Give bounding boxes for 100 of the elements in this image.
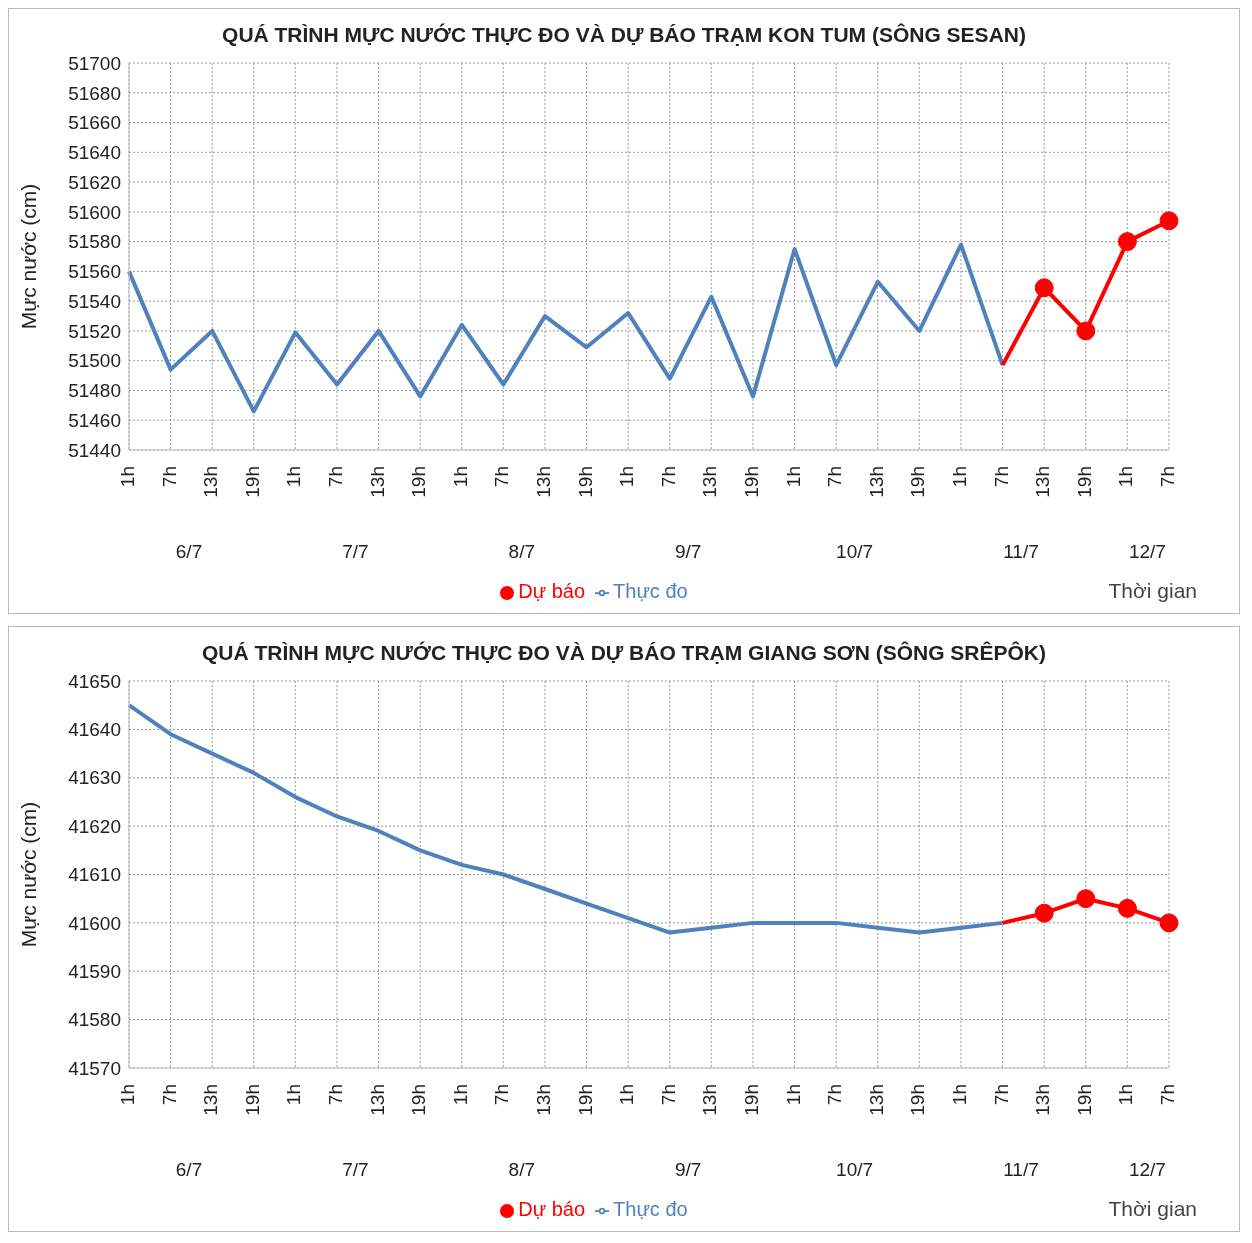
- x-tick-label: 7h: [824, 1084, 846, 1106]
- point: [1034, 903, 1054, 923]
- chart-title: QUÁ TRÌNH MỰC NƯỚC THỰC ĐO VÀ DỰ BÁO TRẠM KON TUM (SÔNG SESAN): [221, 22, 1027, 48]
- x-tick-label: 19h: [741, 466, 762, 498]
- x-tick-label: 7h: [491, 1084, 513, 1106]
- y-tick-label: 51560: [68, 261, 121, 283]
- y-tick-label: 41650: [68, 670, 121, 692]
- text: 10/7: [836, 541, 874, 562]
- x-tick-label: 19h: [574, 466, 596, 498]
- x-tick-label: 19h: [241, 466, 263, 498]
- text: 11/7: [1003, 1159, 1039, 1180]
- legend-label: Thực đo: [613, 580, 688, 602]
- y-tick-label: 41570: [68, 1057, 121, 1079]
- x-tick-label: 13h: [1032, 1084, 1054, 1116]
- x-tick-label: 19h: [574, 1084, 596, 1116]
- text: 9/7: [674, 541, 702, 562]
- line-series: [127, 242, 1005, 414]
- y-tick-label: 41630: [68, 767, 121, 789]
- x-tick-label: 1h: [782, 466, 804, 488]
- y-axis-title: Mực nước (cm): [17, 183, 41, 330]
- x-tick-label: 1h: [283, 1084, 305, 1106]
- x-tick-label: 13h: [865, 1084, 887, 1116]
- x-tick-label: 1h: [616, 1084, 638, 1106]
- text: 12/7: [1128, 1159, 1166, 1180]
- y-tick-label: 41600: [68, 912, 121, 934]
- x-tick-label: 7h: [657, 1084, 679, 1106]
- y-tick-label: 51640: [68, 142, 121, 164]
- y-tick-label: 51700: [68, 52, 121, 74]
- x-tick-label: 13h: [1032, 466, 1054, 498]
- point: [1076, 321, 1096, 341]
- x-tick-label: 13h: [699, 1084, 721, 1116]
- x-tick-label: 13h: [366, 1084, 388, 1116]
- chart-title: QUÁ TRÌNH MỰC NƯỚC THỰC ĐO VÀ DỰ BÁO TRẠM GIANG SƠN (SÔNG SRÊPÔK): [201, 640, 1047, 666]
- x-tick-label: 7h: [325, 466, 346, 488]
- x-tick-label: 7h: [657, 466, 679, 488]
- x-tick-label: 1h: [117, 466, 138, 488]
- x-tick-label: 7h: [990, 1084, 1012, 1106]
- x-tick-label: 13h: [699, 466, 721, 498]
- x-axis-title: Thời gian: [1108, 1197, 1197, 1221]
- point: [1159, 913, 1179, 933]
- point: [1117, 232, 1137, 252]
- x-tick-label: 19h: [408, 1084, 430, 1116]
- x-tick-label: 7h: [158, 466, 180, 488]
- x-tick-label: 1h: [782, 1084, 804, 1106]
- text: 7/7: [342, 541, 369, 562]
- x-tick-label: 13h: [533, 466, 554, 498]
- x-tick-label: 1h: [949, 1084, 970, 1106]
- point: [1117, 898, 1137, 918]
- text: 10/7: [836, 1159, 874, 1180]
- x-tick-label: 7h: [491, 466, 513, 488]
- x-axis-title: Thời gian: [1108, 579, 1197, 603]
- y-tick-label: 51440: [68, 439, 121, 461]
- text: 8/7: [508, 1159, 536, 1180]
- y-tick-label: 51600: [68, 201, 121, 223]
- y-tick-label: 51540: [68, 290, 121, 312]
- x-tick-label: 19h: [1073, 466, 1095, 498]
- x-tick-label: 1h: [117, 1084, 138, 1106]
- legend-label: Dự báo: [518, 580, 586, 602]
- x-tick-label: 1h: [616, 466, 638, 488]
- y-tick-label: 41620: [68, 815, 121, 837]
- x-tick-label: 7h: [824, 466, 846, 488]
- point: [1034, 278, 1054, 298]
- x-tick-label: 1h: [449, 466, 471, 488]
- legend-label: Thực đo: [613, 1198, 688, 1220]
- text: 6/7: [175, 541, 203, 562]
- x-tick-label: 13h: [200, 1084, 222, 1116]
- text: 11/7: [1003, 541, 1039, 562]
- y-tick-label: 51480: [68, 380, 121, 402]
- y-tick-label: 41640: [68, 719, 121, 741]
- legend-label: Dự báo: [518, 1198, 586, 1220]
- x-tick-label: 19h: [1073, 1084, 1095, 1116]
- x-tick-label: 13h: [533, 1084, 554, 1116]
- point: [1159, 211, 1179, 231]
- x-tick-label: 1h: [1115, 1084, 1137, 1106]
- y-tick-label: 51620: [68, 171, 121, 193]
- line-series: [127, 703, 1005, 935]
- y-tick-label: 51680: [68, 82, 121, 104]
- x-tick-label: 7h: [1157, 466, 1178, 488]
- x-tick-label: 7h: [158, 1084, 180, 1106]
- x-tick-label: 7h: [325, 1084, 346, 1106]
- y-axis-title: Mực nước (cm): [17, 801, 41, 948]
- x-tick-label: 19h: [241, 1084, 263, 1116]
- y-tick-label: 41580: [68, 1009, 121, 1031]
- text: 6/7: [175, 1159, 203, 1180]
- y-tick-label: 51500: [68, 350, 121, 372]
- x-tick-label: 1h: [949, 466, 970, 488]
- text: 7/7: [342, 1159, 369, 1180]
- y-tick-label: 51520: [68, 320, 121, 342]
- x-tick-label: 19h: [907, 1084, 929, 1116]
- text: 12/7: [1128, 541, 1166, 562]
- x-tick-label: 19h: [408, 466, 430, 498]
- text: 9/7: [674, 1159, 702, 1180]
- x-tick-label: 19h: [741, 1084, 762, 1116]
- y-tick-label: 41590: [68, 960, 121, 982]
- y-tick-label: 51660: [68, 112, 121, 134]
- x-tick-label: 19h: [907, 466, 929, 498]
- x-tick-label: 7h: [1157, 1084, 1178, 1106]
- y-tick-label: 51460: [68, 409, 121, 431]
- x-tick-label: 1h: [1115, 466, 1137, 488]
- text: 8/7: [508, 541, 536, 562]
